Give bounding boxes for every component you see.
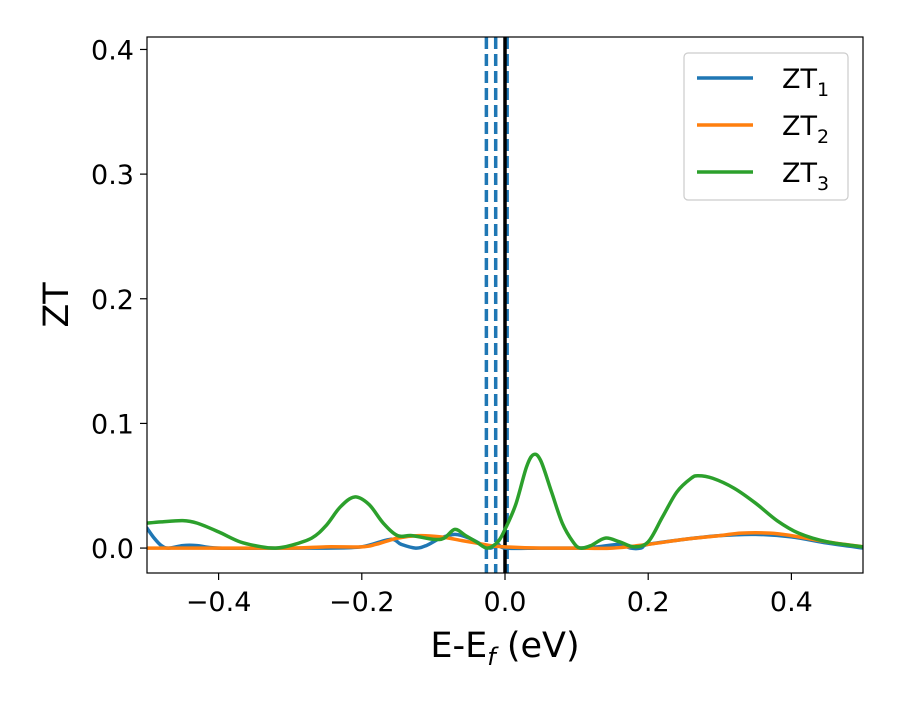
y-axis-ticks: 0.0 0.1 0.2 0.3 0.4 [91,35,147,565]
x-tick-label: 0.0 [484,587,527,618]
x-tick-label: −0.4 [186,587,252,618]
legend-item-zt2: ZT2 [697,111,829,148]
legend-item-zt3: ZT3 [697,158,829,195]
x-tick-label: 0.2 [627,587,670,618]
x-axis-label-unit: (eV) [496,626,580,666]
y-tick-label: 0.1 [91,409,134,440]
x-axis-label: E-Ef (eV) [430,626,579,671]
x-axis-ticks: −0.4 −0.2 0.0 0.2 0.4 [186,573,813,618]
series-line-zt3 [147,452,863,550]
legend-label: ZT3 [782,158,829,195]
x-tick-label: −0.2 [329,587,395,618]
legend-item-zt1: ZT1 [697,64,829,101]
y-tick-label: 0.2 [91,285,134,316]
plot-area [146,36,864,574]
y-tick-label: 0.3 [91,160,134,191]
vertical-reference-lines [484,37,509,573]
legend-box [683,52,849,201]
x-axis-label-main: E-E [430,626,487,666]
legend-label: ZT1 [782,64,829,101]
y-axis-label: ZT [37,282,77,328]
y-tick-label: 0.0 [91,534,134,565]
legend-items: ZT1 ZT2 ZT3 [697,64,829,195]
x-tick-label: 0.4 [770,587,813,618]
legend: ZT1 ZT2 ZT3 [683,52,849,201]
legend-label: ZT2 [782,111,829,148]
y-tick-label: 0.4 [91,35,134,66]
series-lines [147,452,863,551]
